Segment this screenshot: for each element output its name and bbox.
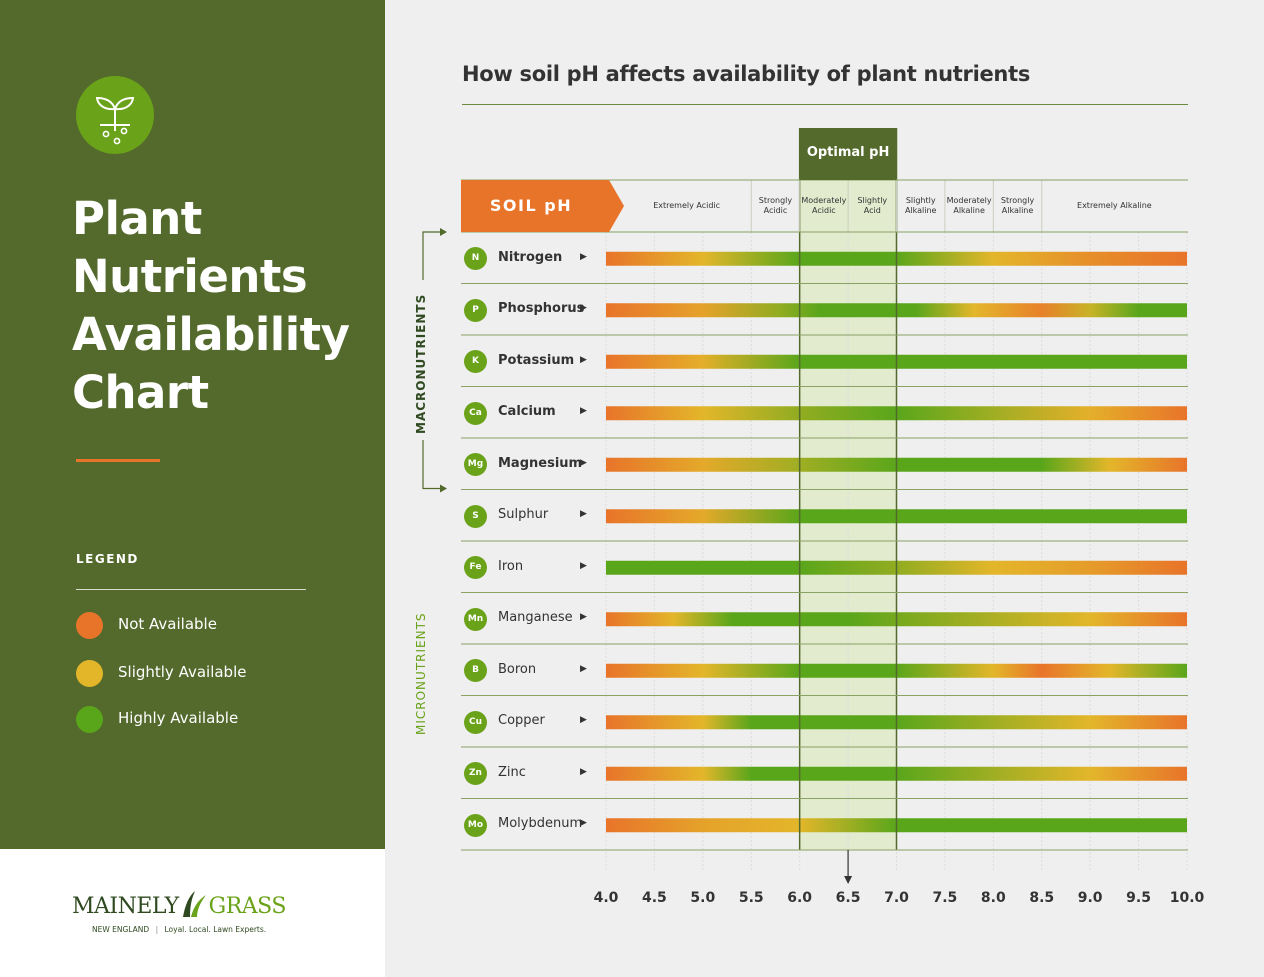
nutrient-name: Nitrogen bbox=[498, 249, 563, 265]
zone-label: Extremely Alkaline bbox=[1077, 201, 1152, 210]
legend-label: Highly Available bbox=[118, 709, 239, 727]
x-tick-label: 9.0 bbox=[1077, 890, 1103, 906]
title-line: Plant bbox=[72, 192, 202, 245]
nutrient-name: Molybdenum bbox=[498, 816, 583, 832]
nutrient-name: Iron bbox=[498, 558, 524, 574]
zone-label: Moderately Acidic bbox=[801, 196, 847, 215]
x-tick-label: 7.5 bbox=[932, 890, 958, 906]
zone-label: Extremely Acidic bbox=[653, 201, 721, 210]
triangle-right-icon: ▶ bbox=[580, 715, 587, 726]
nutrient-name: Potassium bbox=[498, 352, 575, 368]
legend-label: Not Available bbox=[118, 615, 217, 633]
soil-ph-header bbox=[461, 180, 624, 232]
legend-divider bbox=[76, 589, 306, 590]
triangle-right-icon: ▶ bbox=[580, 303, 587, 314]
triangle-right-icon: ▶ bbox=[580, 251, 587, 262]
triangle-right-icon: ▶ bbox=[580, 354, 587, 365]
nutrient-symbol-badge: N bbox=[464, 247, 487, 271]
grass-blade-icon bbox=[179, 890, 209, 918]
nutrient-name: Zinc bbox=[498, 764, 526, 780]
nutrient-symbol-badge: Zn bbox=[464, 762, 487, 786]
macro-bracket-bottom bbox=[422, 440, 441, 490]
title-line: Nutrients bbox=[72, 250, 308, 303]
nutrient-symbol-badge: Ca bbox=[464, 401, 487, 425]
zone-label: Strongly Acidic bbox=[758, 196, 793, 215]
chart-panel: How soil pH affects availability of plan… bbox=[385, 0, 1264, 977]
legend-label: Slightly Available bbox=[118, 663, 247, 681]
availability-chart bbox=[422, 128, 1188, 884]
x-tick-label: 5.0 bbox=[690, 890, 716, 906]
left-panel: Plant Nutrients Availability Chart LEGEN… bbox=[0, 0, 385, 849]
x-tick-label: 9.5 bbox=[1126, 890, 1151, 906]
highly-available-swatch bbox=[76, 706, 103, 733]
nutrient-name: Phosphorus bbox=[498, 301, 585, 317]
nutrient-name: Copper bbox=[498, 713, 545, 729]
brand-slogan: Loyal. Local. Lawn Experts. bbox=[164, 925, 267, 934]
triangle-right-icon: ▶ bbox=[580, 612, 587, 623]
zone-label: Moderately Alkaline bbox=[946, 196, 992, 215]
legend-title: LEGEND bbox=[76, 552, 139, 566]
title-underline bbox=[462, 104, 1188, 105]
triangle-right-icon: ▶ bbox=[580, 766, 587, 777]
logo-area: MAINELY GRASS NEW ENGLAND | Loyal. Local… bbox=[0, 849, 385, 977]
chart-title: How soil pH affects availability of plan… bbox=[462, 62, 1031, 86]
brand-region: NEW ENGLAND bbox=[92, 925, 150, 934]
x-tick-label: 6.0 bbox=[787, 890, 813, 906]
arrow-right-icon bbox=[440, 484, 447, 493]
title-line: Availability bbox=[72, 308, 350, 361]
x-tick-label: 8.5 bbox=[1029, 890, 1055, 906]
triangle-right-icon: ▶ bbox=[580, 509, 587, 520]
title-divider bbox=[76, 459, 160, 462]
brand-name-2: GRASS bbox=[208, 894, 287, 919]
title-line: Chart bbox=[72, 366, 209, 419]
arrow-right-icon bbox=[440, 228, 447, 236]
zone-label: Strongly Alkaline bbox=[1000, 196, 1035, 215]
nutrient-symbol-badge: Fe bbox=[464, 556, 487, 580]
page-title: Plant Nutrients Availability Chart bbox=[72, 190, 372, 422]
nutrient-name: Calcium bbox=[498, 404, 556, 420]
x-tick-label: 8.0 bbox=[980, 890, 1006, 906]
optimal-ph-label: Optimal pH bbox=[799, 128, 897, 180]
triangle-right-icon: ▶ bbox=[580, 406, 587, 417]
nutrient-symbol-badge: S bbox=[464, 504, 487, 528]
nutrient-name: Magnesium bbox=[498, 455, 583, 471]
nutrient-name: Manganese bbox=[498, 610, 573, 626]
triangle-right-icon: ▶ bbox=[580, 457, 587, 468]
triangle-right-icon: ▶ bbox=[580, 663, 587, 674]
nutrient-name: Boron bbox=[498, 661, 537, 677]
brand-logo: MAINELY GRASS bbox=[72, 890, 286, 919]
nutrient-symbol-badge: Mo bbox=[464, 813, 487, 837]
nutrient-symbol-badge: Mg bbox=[464, 453, 487, 477]
nutrient-symbol-badge: B bbox=[464, 659, 487, 683]
group-label: MICRONUTRIENTS bbox=[414, 612, 428, 735]
triangle-right-icon: ▶ bbox=[580, 560, 587, 571]
brand-name-1: MAINELY bbox=[72, 894, 179, 919]
not-available-swatch bbox=[76, 612, 103, 639]
nutrient-symbol-badge: Cu bbox=[464, 710, 487, 734]
group-label: MACRONUTRIENTS bbox=[414, 293, 428, 434]
x-tick-label: 4.0 bbox=[593, 890, 619, 906]
nutrient-symbol-badge: Mn bbox=[464, 607, 487, 631]
x-tick-label: 4.5 bbox=[642, 890, 667, 906]
nutrient-symbol-badge: P bbox=[464, 298, 487, 322]
brand-tagline: NEW ENGLAND | Loyal. Local. Lawn Experts… bbox=[92, 925, 267, 934]
x-tick-label: 7.0 bbox=[884, 890, 909, 906]
slightly-available-swatch bbox=[76, 660, 103, 687]
x-tick-label: 5.5 bbox=[738, 890, 764, 906]
soil-ph-label: SOIL pH bbox=[489, 196, 573, 215]
x-tick-label: 10.0 bbox=[1169, 890, 1205, 906]
plant-sprout-icon bbox=[76, 76, 154, 154]
zone-label: Slightly Acid bbox=[857, 196, 888, 215]
zone-label: Slightly Alkaline bbox=[904, 196, 937, 215]
triangle-right-icon: ▶ bbox=[580, 818, 587, 829]
x-tick-label: 6.5 bbox=[835, 890, 861, 906]
nutrient-symbol-badge: K bbox=[464, 350, 487, 374]
macro-bracket-top bbox=[422, 231, 441, 280]
optimal-arrow-head bbox=[844, 876, 853, 884]
nutrient-name: Sulphur bbox=[498, 507, 549, 523]
